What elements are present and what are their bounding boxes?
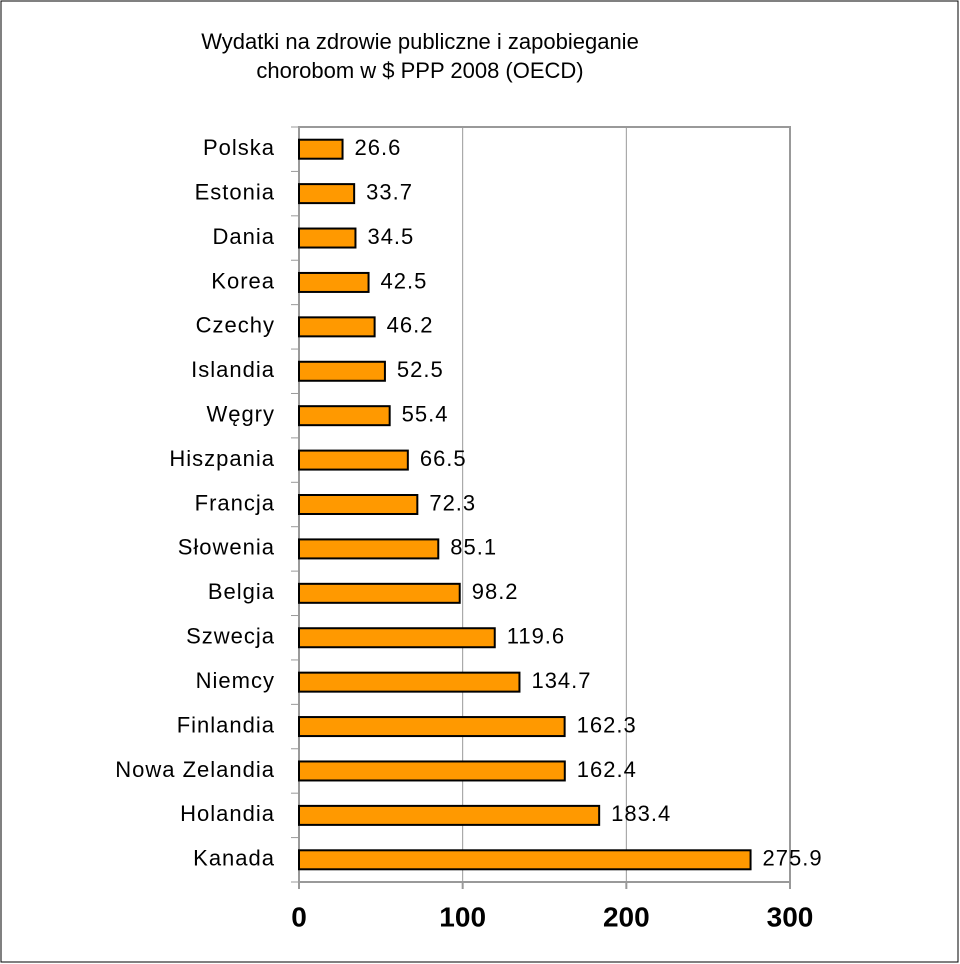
bar — [298, 849, 752, 871]
y-tick-label: Nowa Zelandia — [115, 757, 275, 782]
bar — [298, 627, 496, 649]
value-label: 52.5 — [397, 357, 444, 382]
y-tick-label: Słowenia — [178, 535, 275, 560]
value-label: 42.5 — [381, 268, 428, 293]
value-label: 34.5 — [367, 224, 414, 249]
y-tick-label: Hiszpania — [169, 446, 275, 471]
y-tick-label: Polska — [203, 135, 275, 160]
value-label: 66.5 — [420, 446, 467, 471]
chart-title: Wydatki na zdrowie publiczne i zapobiega… — [201, 29, 639, 54]
y-tick-label: Francja — [195, 490, 275, 515]
y-tick-label: Estonia — [195, 179, 275, 204]
bar — [298, 671, 521, 693]
y-tick-label: Belgia — [208, 579, 275, 604]
value-label: 134.7 — [531, 668, 591, 693]
value-label: 55.4 — [402, 401, 449, 426]
value-label: 119.6 — [507, 624, 565, 649]
y-tick-label: Węgry — [206, 401, 275, 426]
value-label: 26.6 — [355, 135, 402, 160]
bar — [298, 271, 370, 293]
value-label: 162.3 — [577, 712, 637, 737]
y-tick-label: Finlandia — [177, 712, 275, 737]
value-label: 72.3 — [429, 490, 476, 515]
y-tick-label: Szwecja — [186, 624, 275, 649]
chart-title: chorobom w $ PPP 2008 (OECD) — [256, 58, 583, 83]
x-tick-label: 200 — [603, 901, 650, 932]
value-label: 85.1 — [450, 535, 497, 560]
bar — [298, 582, 461, 604]
y-tick-label: Kanada — [193, 846, 275, 871]
bar — [298, 449, 409, 471]
bar — [298, 760, 566, 782]
y-tick-label: Islandia — [191, 357, 275, 382]
value-label: 162.4 — [577, 757, 637, 782]
bar — [298, 138, 344, 160]
bar — [298, 183, 356, 205]
bar — [298, 360, 386, 382]
value-label: 46.2 — [387, 313, 434, 338]
bar — [298, 405, 391, 427]
bar — [298, 538, 440, 560]
y-tick-label: Korea — [211, 268, 275, 293]
x-tick-label: 0 — [291, 901, 307, 932]
value-label: 183.4 — [611, 801, 671, 826]
bar — [298, 316, 376, 338]
y-tick-label: Czechy — [196, 313, 275, 338]
bar — [298, 227, 357, 249]
bar — [298, 716, 566, 738]
y-tick-label: Dania — [213, 224, 275, 249]
value-label: 98.2 — [472, 579, 519, 604]
value-label: 33.7 — [366, 179, 413, 204]
y-tick-label: Holandia — [180, 801, 275, 826]
x-tick-label: 100 — [439, 901, 486, 932]
bar — [298, 494, 419, 515]
value-label: 275.9 — [763, 846, 823, 871]
bar — [298, 804, 601, 826]
x-tick-label: 300 — [767, 901, 814, 932]
y-tick-label: Niemcy — [196, 668, 275, 693]
